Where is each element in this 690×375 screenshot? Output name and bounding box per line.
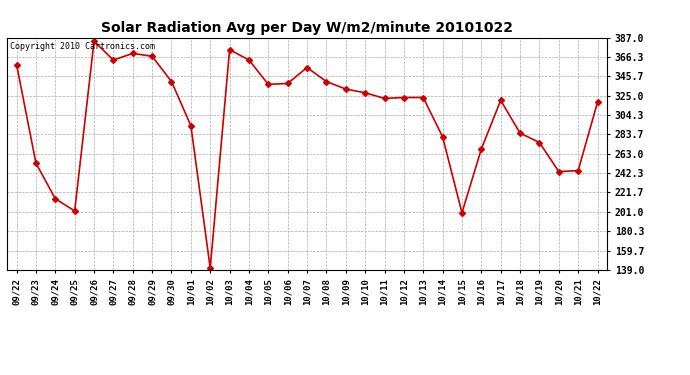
Title: Solar Radiation Avg per Day W/m2/minute 20101022: Solar Radiation Avg per Day W/m2/minute … (101, 21, 513, 35)
Text: Copyright 2010 Cartronics.com: Copyright 2010 Cartronics.com (10, 42, 155, 51)
